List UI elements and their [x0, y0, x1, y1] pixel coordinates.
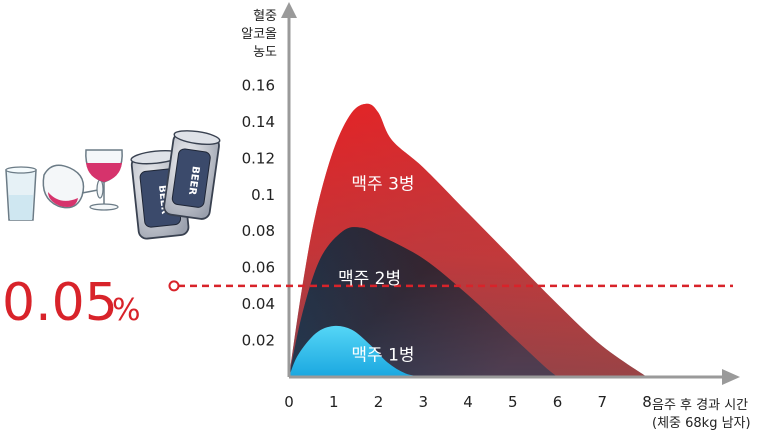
wine-glass-icon [85, 149, 123, 211]
beer-can-icon: BEER [163, 130, 221, 220]
y-tick-label: 0.12 [242, 149, 275, 167]
x-tick-label: 0 [284, 393, 294, 411]
y-axis-label: 혈중 [253, 9, 277, 24]
threshold-line: 0.05% [2, 273, 733, 333]
y-axis-arrow-icon [281, 2, 297, 18]
y-tick-label: 0.04 [242, 295, 275, 313]
x-tick-label: 6 [553, 393, 563, 411]
threshold-marker-icon [168, 280, 180, 292]
x-axis-label: 음주 후 경과 시간 [652, 398, 748, 413]
series-area-1-bottle [289, 325, 424, 377]
y-tick-label: 0.14 [242, 113, 275, 131]
shot-glass-icon [5, 166, 37, 221]
x-tick-label: 3 [418, 393, 428, 411]
x-tick-label: 4 [463, 393, 473, 411]
axes [281, 2, 740, 385]
y-tick-label: 0.02 [242, 332, 275, 350]
tick-labels: 0 1 2 3 4 5 6 7 8 0.02 0.04 0.06 0.08 0.1 0.12 0.14 0.16… [241, 9, 750, 431]
x-tick-label: 8 [642, 393, 652, 411]
series-label-2-bottles: 맥주 2병 [338, 269, 401, 289]
y-tick-label: 0.06 [242, 259, 275, 277]
x-axis-sublabel: (체중 68kg 남자) [652, 416, 751, 431]
y-axis-label: 농도 [253, 45, 277, 60]
x-axis-arrow-icon [722, 369, 740, 385]
x-tick-label: 1 [329, 393, 339, 411]
y-tick-label: 0.08 [242, 222, 275, 240]
threshold-value: 0.05 [2, 273, 118, 333]
y-axis-label: 알코올 [241, 27, 277, 42]
x-tick-label: 7 [597, 393, 607, 411]
x-tick-label: 2 [374, 393, 384, 411]
threshold-unit: % [112, 293, 141, 328]
series-label-1-bottle: 맥주 1병 [351, 346, 414, 366]
drinks-illustration: BEER BEER [5, 130, 221, 240]
wine-glass-tipped-icon [42, 164, 104, 209]
beer-can-label: BEER [186, 165, 201, 196]
x-tick-label: 5 [508, 393, 518, 411]
series-label-3-bottles: 맥주 3병 [351, 174, 414, 194]
y-tick-label: 0.1 [251, 186, 275, 204]
y-tick-label: 0.16 [242, 76, 275, 94]
plot-area [289, 103, 647, 377]
